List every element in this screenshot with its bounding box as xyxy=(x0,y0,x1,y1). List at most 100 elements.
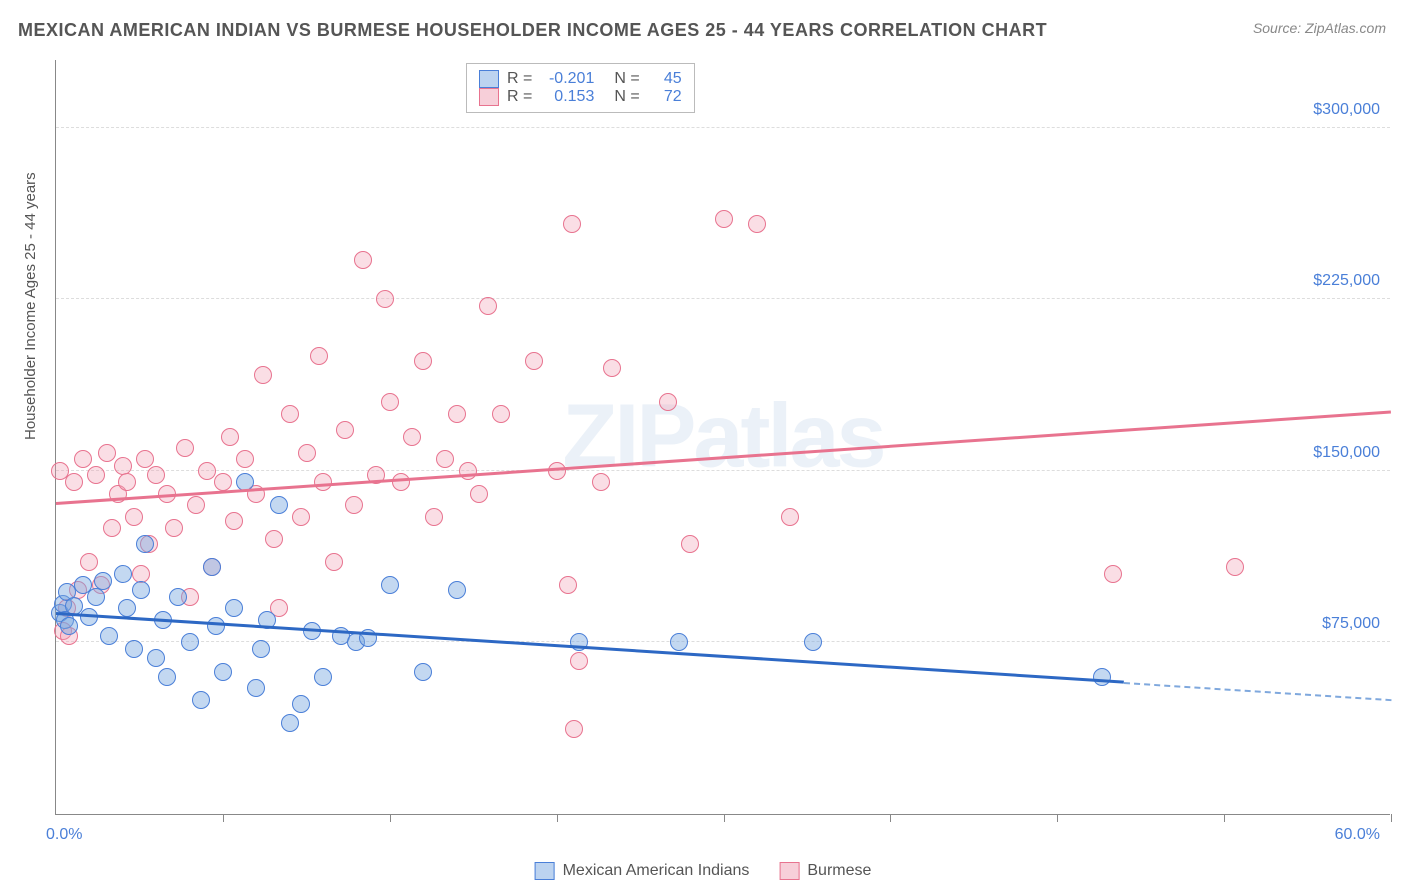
legend-row-b: R = 0.153 N = 72 xyxy=(479,88,682,106)
tick-v xyxy=(1224,814,1225,822)
data-point-a xyxy=(60,617,78,635)
data-point-a xyxy=(414,663,432,681)
data-point-b xyxy=(325,553,343,571)
data-point-a xyxy=(1093,668,1111,686)
data-point-b xyxy=(147,466,165,484)
data-point-a xyxy=(247,679,265,697)
data-point-b xyxy=(87,466,105,484)
data-point-b xyxy=(214,473,232,491)
data-point-b xyxy=(748,215,766,233)
data-point-a xyxy=(136,535,154,553)
data-point-b xyxy=(221,428,239,446)
data-point-b xyxy=(298,444,316,462)
data-point-b xyxy=(479,297,497,315)
tick-v xyxy=(724,814,725,822)
legend-n-label: N = xyxy=(614,88,639,106)
y-tick-label: $150,000 xyxy=(1290,444,1380,462)
data-point-a xyxy=(381,576,399,594)
data-point-a xyxy=(281,714,299,732)
chart-container: MEXICAN AMERICAN INDIAN VS BURMESE HOUSE… xyxy=(0,0,1406,892)
data-point-b xyxy=(74,450,92,468)
tick-v xyxy=(1057,814,1058,822)
data-point-b xyxy=(715,210,733,228)
data-point-b xyxy=(448,405,466,423)
data-point-a xyxy=(207,617,225,635)
data-point-b xyxy=(187,496,205,514)
data-point-b xyxy=(236,450,254,468)
watermark: ZIPatlas xyxy=(562,386,883,489)
legend-n-a: 45 xyxy=(652,70,682,88)
data-point-b xyxy=(1104,565,1122,583)
data-point-b xyxy=(103,519,121,537)
data-point-a xyxy=(125,640,143,658)
data-point-b xyxy=(492,405,510,423)
chart-title: MEXICAN AMERICAN INDIAN VS BURMESE HOUSE… xyxy=(18,20,1047,41)
tick-v xyxy=(557,814,558,822)
legend-r-b: 0.153 xyxy=(544,88,594,106)
data-point-b xyxy=(136,450,154,468)
tick-v xyxy=(390,814,391,822)
legend-swatch-a xyxy=(535,862,555,880)
data-point-a xyxy=(118,599,136,617)
data-point-b xyxy=(414,352,432,370)
data-point-b xyxy=(176,439,194,457)
data-point-b xyxy=(559,576,577,594)
trend-line xyxy=(56,411,1391,506)
legend-item-b: Burmese xyxy=(779,862,871,880)
trend-line xyxy=(1124,682,1391,701)
data-point-a xyxy=(147,649,165,667)
gridline-h xyxy=(56,298,1390,299)
data-point-b xyxy=(345,496,363,514)
legend-swatch-a xyxy=(479,70,499,88)
legend-n-label: N = xyxy=(614,70,639,88)
data-point-b xyxy=(381,393,399,411)
legend-item-a: Mexican American Indians xyxy=(535,862,750,880)
data-point-b xyxy=(80,553,98,571)
data-point-b xyxy=(570,652,588,670)
data-point-b xyxy=(310,347,328,365)
y-axis-label: Householder Income Ages 25 - 44 years xyxy=(22,172,39,440)
legend-r-label: R = xyxy=(507,70,532,88)
series-legend: Mexican American Indians Burmese xyxy=(535,862,872,880)
tick-v xyxy=(223,814,224,822)
correlation-legend: R = -0.201 N = 45 R = 0.153 N = 72 xyxy=(466,63,695,113)
source-prefix: Source: xyxy=(1253,20,1305,36)
legend-row-a: R = -0.201 N = 45 xyxy=(479,70,682,88)
data-point-b xyxy=(125,508,143,526)
data-point-a xyxy=(192,691,210,709)
data-point-a xyxy=(100,627,118,645)
legend-label-a: Mexican American Indians xyxy=(563,862,750,880)
gridline-h xyxy=(56,127,1390,128)
data-point-a xyxy=(252,640,270,658)
data-point-b xyxy=(392,473,410,491)
source-attribution: Source: ZipAtlas.com xyxy=(1253,20,1386,36)
data-point-b xyxy=(98,444,116,462)
data-point-a xyxy=(158,668,176,686)
data-point-b xyxy=(65,473,83,491)
data-point-a xyxy=(94,572,112,590)
data-point-a xyxy=(132,581,150,599)
gridline-h xyxy=(56,470,1390,471)
data-point-a xyxy=(292,695,310,713)
data-point-b xyxy=(603,359,621,377)
y-tick-label: $300,000 xyxy=(1290,101,1380,119)
data-point-b xyxy=(281,405,299,423)
source-link[interactable]: ZipAtlas.com xyxy=(1305,20,1386,36)
data-point-a xyxy=(87,588,105,606)
data-point-a xyxy=(448,581,466,599)
data-point-b xyxy=(165,519,183,537)
legend-n-b: 72 xyxy=(652,88,682,106)
tick-v xyxy=(1391,814,1392,822)
legend-swatch-b xyxy=(779,862,799,880)
data-point-b xyxy=(354,251,372,269)
data-point-b xyxy=(781,508,799,526)
x-axis-max: 60.0% xyxy=(1335,826,1380,844)
data-point-b xyxy=(436,450,454,468)
data-point-b xyxy=(470,485,488,503)
data-point-b xyxy=(1226,558,1244,576)
data-point-a xyxy=(225,599,243,617)
data-point-b xyxy=(198,462,216,480)
y-tick-label: $75,000 xyxy=(1290,615,1380,633)
data-point-b xyxy=(118,473,136,491)
data-point-a xyxy=(203,558,221,576)
